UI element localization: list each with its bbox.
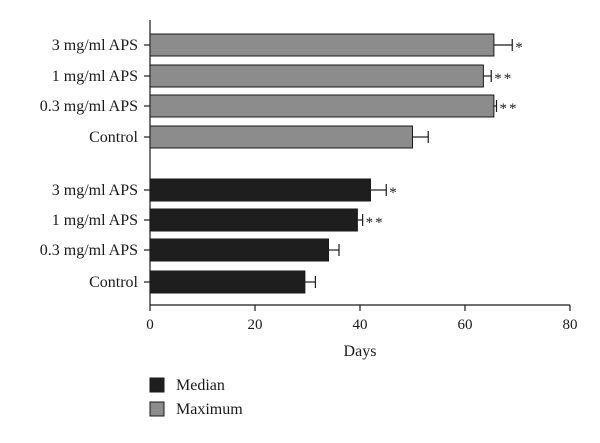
legend-swatch-maximum	[149, 401, 165, 417]
category-label: 1 mg/ml APS	[52, 212, 138, 229]
category-label: 3 mg/ml APS	[52, 182, 138, 199]
bar-median	[149, 208, 358, 232]
x-tick-label: 80	[563, 317, 578, 333]
x-tick-label: 60	[458, 317, 473, 333]
x-tick-label: 20	[248, 317, 263, 333]
x-tick-label: 40	[353, 317, 368, 333]
legend-swatch-median	[149, 377, 165, 393]
bar-maximum	[149, 64, 484, 88]
bar-median	[149, 178, 371, 202]
bar-median	[149, 238, 329, 262]
x-tick-label: 0	[146, 317, 154, 333]
legend-label: Maximum	[176, 401, 243, 418]
significance-label: *	[389, 185, 399, 201]
bar-maximum	[149, 125, 413, 149]
bar-maximum	[149, 33, 495, 57]
bar-maximum	[149, 94, 495, 118]
category-label: Control	[89, 274, 138, 291]
significance-label: *	[515, 40, 525, 56]
significance-label: **	[494, 71, 513, 87]
category-label: Control	[89, 129, 138, 146]
category-label: 0.3 mg/ml APS	[40, 98, 138, 115]
category-label: 1 mg/ml APS	[52, 68, 138, 85]
bar-median	[149, 270, 306, 294]
category-label: 0.3 mg/ml APS	[40, 242, 138, 259]
significance-label: **	[366, 215, 385, 231]
x-axis-title: Days	[344, 343, 377, 360]
category-label: 3 mg/ml APS	[52, 37, 138, 54]
significance-label: **	[500, 101, 519, 117]
legend-label: Median	[176, 377, 225, 394]
